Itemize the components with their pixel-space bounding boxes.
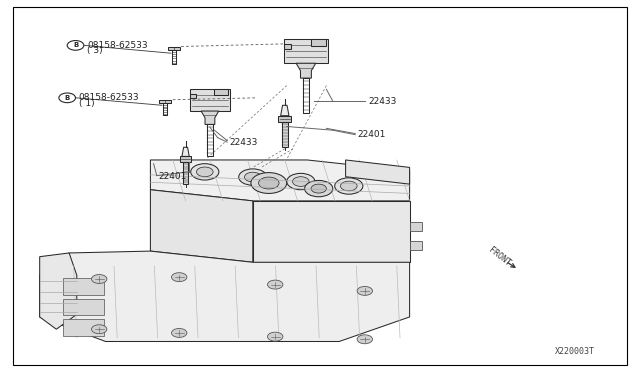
Bar	[180, 156, 191, 162]
Circle shape	[244, 172, 261, 182]
Bar	[410, 241, 422, 250]
Bar	[159, 100, 171, 103]
Circle shape	[92, 325, 107, 334]
Text: 22401: 22401	[159, 172, 187, 181]
Bar	[278, 116, 291, 122]
Polygon shape	[296, 63, 316, 78]
Circle shape	[357, 286, 372, 295]
Circle shape	[340, 181, 357, 191]
Bar	[410, 222, 422, 231]
Circle shape	[172, 328, 187, 337]
Polygon shape	[346, 160, 410, 184]
Text: 22433: 22433	[368, 97, 396, 106]
Text: ( 3): ( 3)	[87, 46, 102, 55]
Bar	[310, 39, 326, 46]
Circle shape	[335, 178, 363, 194]
Circle shape	[259, 177, 279, 189]
Text: ( 1): ( 1)	[79, 99, 94, 108]
Text: B: B	[73, 42, 78, 48]
Circle shape	[305, 180, 333, 197]
Bar	[63, 299, 104, 315]
Text: X220003T: X220003T	[556, 347, 595, 356]
Polygon shape	[150, 160, 410, 201]
Bar	[183, 162, 188, 184]
Bar	[190, 89, 230, 111]
Bar	[282, 122, 288, 147]
Text: 08158-62533: 08158-62533	[87, 41, 148, 49]
Polygon shape	[280, 105, 289, 116]
Polygon shape	[201, 111, 219, 125]
Text: 22433: 22433	[229, 138, 257, 147]
Bar	[284, 44, 291, 49]
Bar	[284, 39, 328, 63]
Bar	[214, 89, 228, 95]
Circle shape	[251, 173, 287, 193]
Polygon shape	[40, 253, 77, 329]
Circle shape	[357, 335, 372, 344]
Polygon shape	[150, 190, 253, 262]
Polygon shape	[182, 147, 189, 156]
Circle shape	[92, 275, 107, 283]
Bar	[190, 94, 196, 98]
Circle shape	[292, 177, 309, 186]
Circle shape	[191, 164, 219, 180]
Text: FRONT: FRONT	[486, 246, 512, 268]
Circle shape	[311, 184, 326, 193]
Bar	[168, 46, 180, 50]
Circle shape	[239, 169, 267, 185]
Circle shape	[196, 167, 213, 177]
Text: 08158-62533: 08158-62533	[79, 93, 140, 102]
Text: B: B	[65, 95, 70, 101]
Circle shape	[268, 332, 283, 341]
Bar	[63, 319, 104, 336]
Circle shape	[287, 173, 315, 190]
Text: 22401: 22401	[357, 130, 385, 139]
Polygon shape	[253, 201, 410, 262]
Circle shape	[172, 273, 187, 282]
Polygon shape	[40, 251, 410, 341]
Circle shape	[268, 280, 283, 289]
Bar	[63, 278, 104, 295]
